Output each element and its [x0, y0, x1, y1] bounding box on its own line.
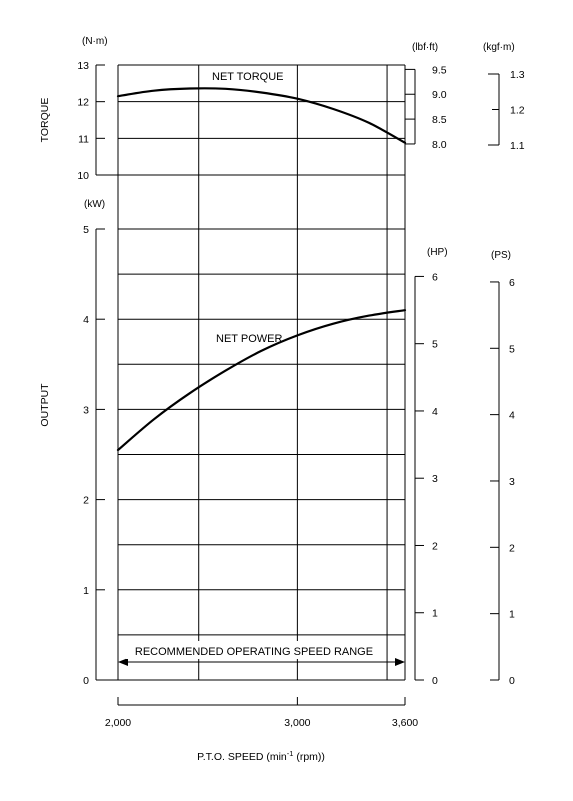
output-unit-ps: (PS)	[491, 250, 511, 261]
hp-tick-label: 2	[432, 540, 438, 552]
output-tick-label: 1	[83, 585, 89, 597]
output-tick-label: 2	[83, 495, 89, 507]
lbf-tick-label: 8.5	[432, 114, 447, 126]
net-torque-curve	[116, 87, 407, 144]
output-unit-hp: (HP)	[427, 247, 448, 258]
torque-unit-nm: (N·m)	[82, 36, 108, 47]
x-axis-title-main: P.T.O. SPEED (min	[197, 751, 287, 763]
ps-tick-label: 2	[509, 542, 515, 554]
torque-axis-title: TORQUE	[39, 98, 51, 143]
output-unit-kw: (kW)	[84, 199, 105, 210]
hp-tick-label: 0	[432, 675, 438, 687]
lbf-tick-label: 9.5	[432, 64, 447, 76]
x-tick-label: 3,600	[392, 717, 418, 729]
ps-tick-label: 3	[509, 476, 515, 488]
hp-tick-label: 3	[432, 473, 438, 485]
plot-frame	[95, 64, 406, 681]
hp-tick-label: 1	[432, 608, 438, 620]
hp-tick-label: 5	[432, 339, 438, 351]
operating-range-label-bg	[126, 641, 382, 659]
grid-layer	[117, 65, 406, 680]
x-tick-label: 3,000	[284, 717, 310, 729]
output-axis-title: OUTPUT	[39, 383, 51, 427]
ps-tick-label: 6	[509, 277, 515, 289]
axis-layer: 101112130123458.08.59.09.51.11.21.301234…	[77, 60, 524, 729]
ps-tick-label: 4	[509, 410, 515, 422]
output-tick-label: 5	[83, 224, 89, 236]
x-axis-title-sup: -1	[287, 749, 294, 758]
operating-range-arrowhead-right	[395, 658, 405, 666]
hp-tick-label: 6	[432, 271, 438, 283]
torque-unit-lbfft: (lbf·ft)	[412, 42, 438, 53]
kgf-tick-label: 1.2	[510, 105, 525, 117]
kgf-tick-label: 1.1	[510, 140, 525, 152]
hp-tick-label: 4	[432, 406, 438, 418]
torque-tick-label: 10	[77, 170, 89, 182]
output-tick-label: 3	[83, 404, 89, 416]
operating-range-label: RECOMMENDED OPERATING SPEED RANGE	[135, 646, 373, 658]
x-axis-title-tail: (rpm))	[293, 751, 325, 763]
net-power-curve	[116, 309, 407, 452]
torque-unit-kgfm: (kgf·m)	[483, 42, 515, 53]
net-power-label: NET POWER	[216, 333, 282, 345]
net-torque-label: NET TORQUE	[212, 71, 284, 83]
lbf-tick-label: 9.0	[432, 89, 447, 101]
output-tick-label: 0	[83, 675, 89, 687]
lbf-tick-label: 8.0	[432, 139, 447, 151]
operating-range-arrowhead-left	[118, 658, 128, 666]
x-tick-label: 2,000	[105, 717, 131, 729]
ps-tick-label: 5	[509, 343, 515, 355]
kgf-tick-label: 1.3	[510, 69, 525, 81]
x-axis-title: P.T.O. SPEED (min-1 (rpm))	[197, 749, 325, 763]
output-tick-label: 4	[83, 314, 89, 326]
torque-tick-label: 13	[77, 60, 89, 72]
torque-tick-label: 11	[78, 133, 89, 145]
ps-tick-label: 0	[509, 675, 515, 687]
operating-range-arrow: RECOMMENDED OPERATING SPEED RANGE	[118, 641, 405, 666]
ps-tick-label: 1	[509, 609, 515, 621]
torque-tick-label: 12	[77, 97, 89, 109]
